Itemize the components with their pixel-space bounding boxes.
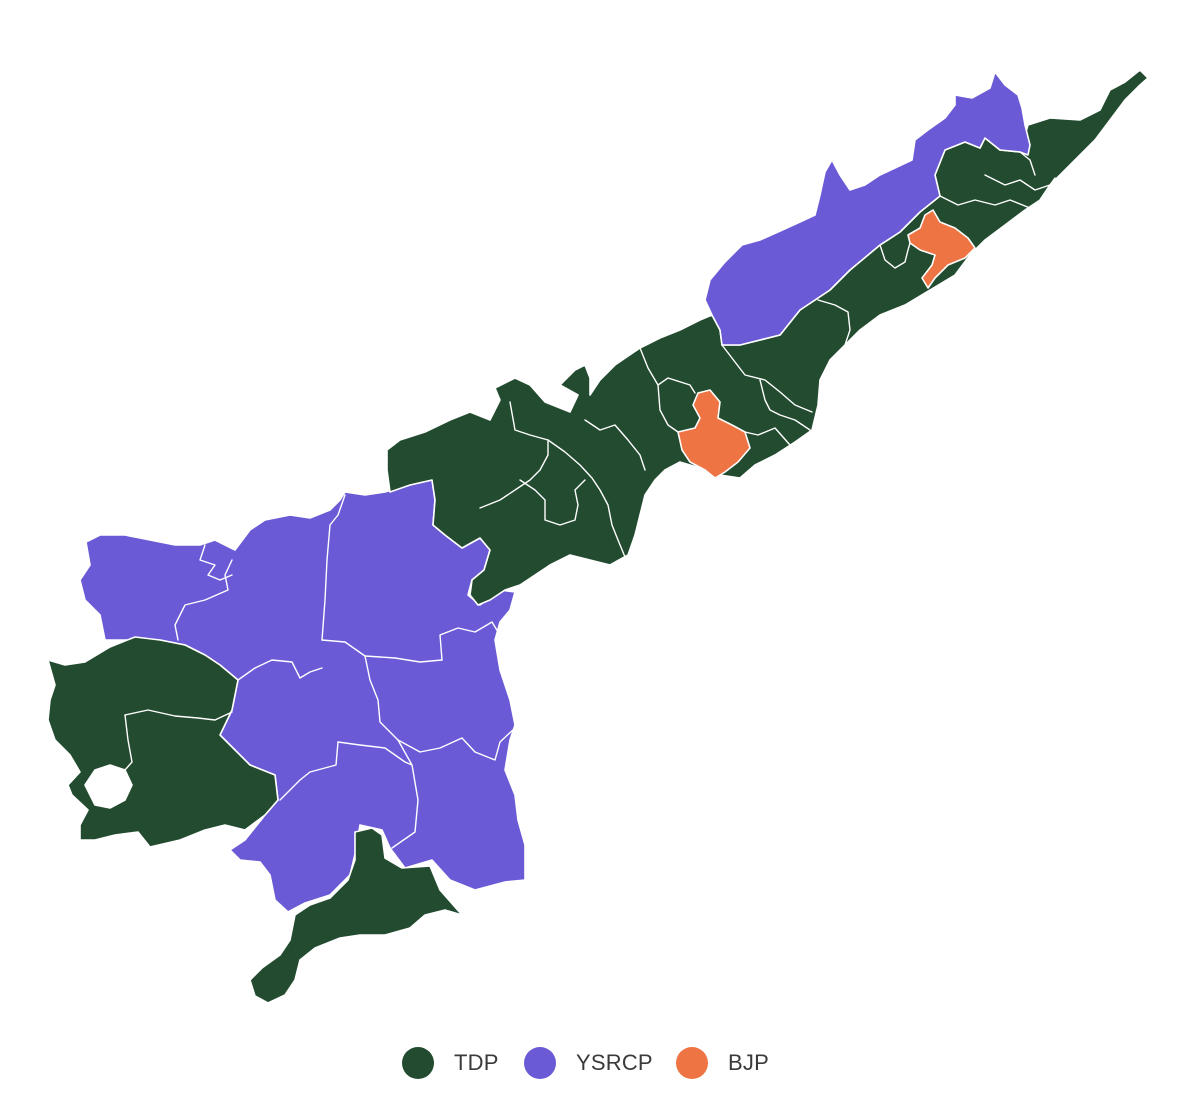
map-region-bjp-south bbox=[677, 389, 751, 479]
legend-swatch-bjp bbox=[676, 1047, 708, 1079]
constituency-boundaries bbox=[124, 151, 1056, 849]
legend-item-bjp: BJP bbox=[676, 1047, 769, 1079]
constituency-map bbox=[47, 69, 1149, 1004]
map-region-bjp-north bbox=[907, 209, 976, 289]
legend-label-bjp: BJP bbox=[728, 1050, 769, 1075]
map-region-tdp-southwest bbox=[47, 636, 279, 848]
map-region-tdp-central-coast bbox=[386, 69, 1149, 606]
legend-item-ysrcp: YSRCP bbox=[524, 1047, 653, 1079]
legend-swatch-tdp bbox=[402, 1047, 434, 1079]
legend-item-tdp: TDP bbox=[402, 1047, 499, 1079]
legend-swatch-ysrcp bbox=[524, 1047, 556, 1079]
map-region-ysrcp-north bbox=[704, 71, 1031, 346]
legend-label-tdp: TDP bbox=[454, 1050, 499, 1075]
map-region-tdp-south bbox=[249, 827, 463, 1004]
legend-label-ysrcp: YSRCP bbox=[576, 1050, 653, 1075]
